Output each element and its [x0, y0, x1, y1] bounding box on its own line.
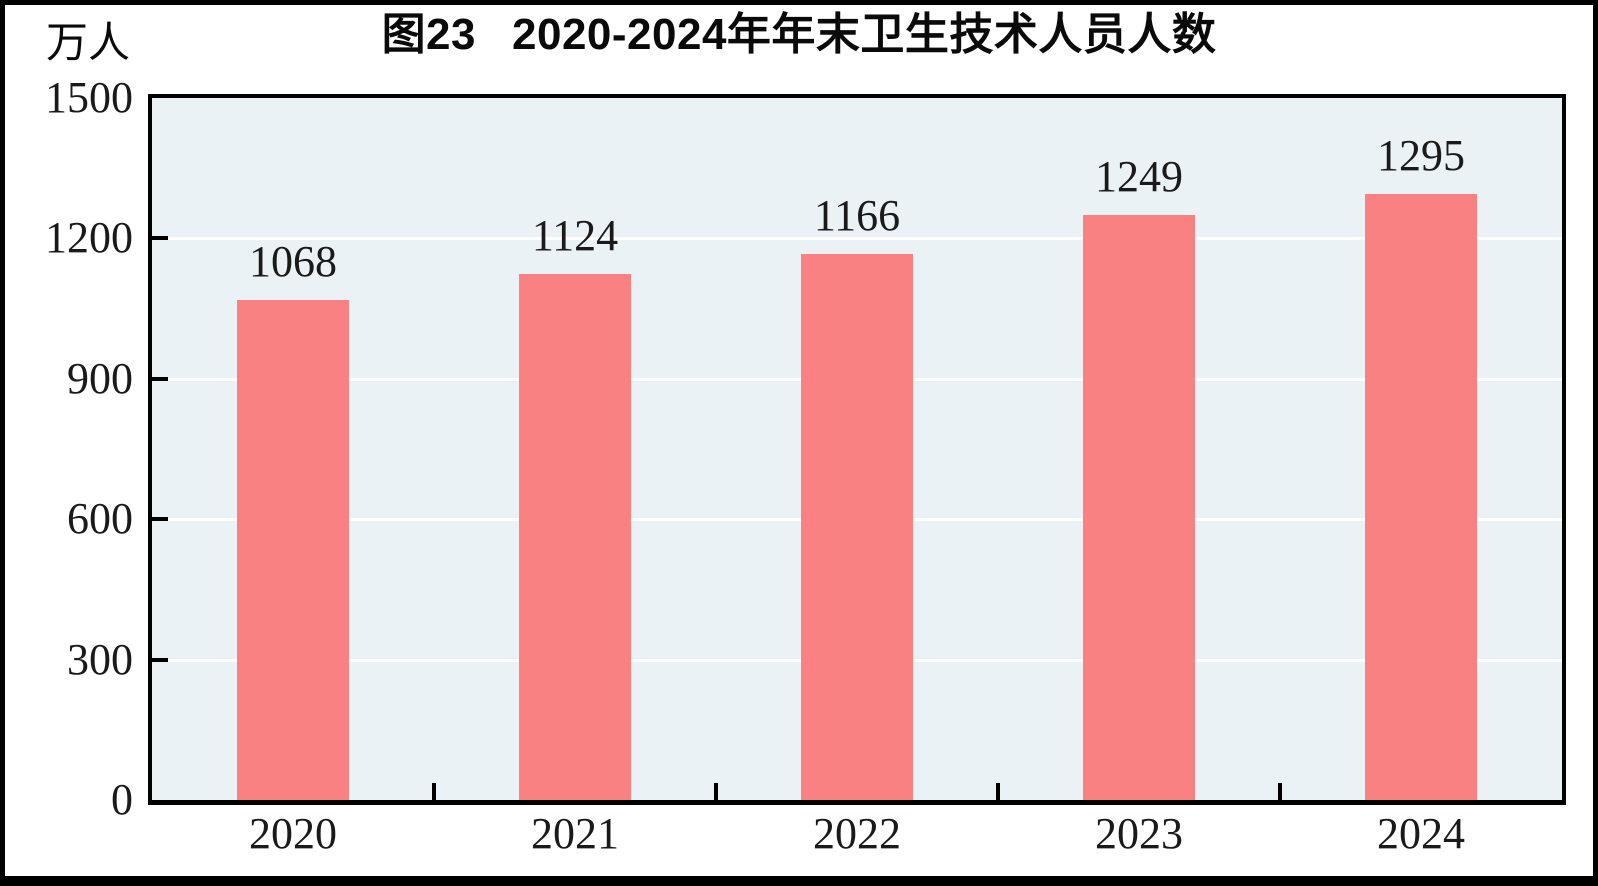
chart-title-main: 2020-2024年年末卫生技术人员人数	[512, 10, 1217, 59]
bar-2021	[519, 273, 631, 800]
y-axis-tick-900	[152, 376, 168, 381]
y-tick-label-900: 900	[67, 353, 133, 403]
x-tick-label-2021: 2021	[531, 809, 619, 858]
y-axis-tick-300	[152, 657, 168, 662]
bar-2022	[801, 254, 913, 800]
chart-title: 图23 2020-2024年年末卫生技术人员人数	[5, 10, 1593, 60]
gridline-1200	[152, 237, 1562, 241]
x-tick-label-2020: 2020	[249, 809, 337, 858]
y-axis-tick-1200	[152, 236, 168, 241]
bar-value-label-2023: 1249	[1095, 152, 1183, 202]
y-axis-unit-label: 万人	[46, 21, 131, 67]
bar-value-label-2020: 1068	[249, 237, 337, 287]
bar-value-label-2022: 1166	[813, 191, 901, 241]
y-tick-label-1200: 1200	[45, 213, 133, 263]
x-axis-tick-3	[996, 783, 1000, 800]
y-tick-label-1500: 1500	[45, 73, 133, 122]
y-tick-label-600: 600	[67, 494, 133, 544]
x-axis-tick-4	[1278, 783, 1282, 800]
bar-2023	[1083, 215, 1195, 800]
bar-value-label-2021: 1124	[531, 210, 619, 260]
x-tick-label-2022: 2022	[813, 809, 901, 858]
plot-area: 1068 1124 1166 1249 1295	[148, 94, 1566, 805]
bar-2024	[1365, 193, 1477, 800]
x-axis-tick-1	[432, 783, 436, 800]
bar-value-label-2024: 1295	[1377, 130, 1465, 180]
y-tick-label-0: 0	[111, 775, 133, 824]
x-axis-tick-2	[714, 783, 718, 800]
y-axis-tick-600	[152, 517, 168, 522]
y-tick-label-300: 300	[67, 634, 133, 684]
x-tick-label-2024: 2024	[1377, 809, 1465, 858]
chart-title-prefix: 图23	[381, 10, 477, 59]
bar-2020	[237, 300, 349, 800]
x-tick-label-2023: 2023	[1095, 809, 1183, 858]
